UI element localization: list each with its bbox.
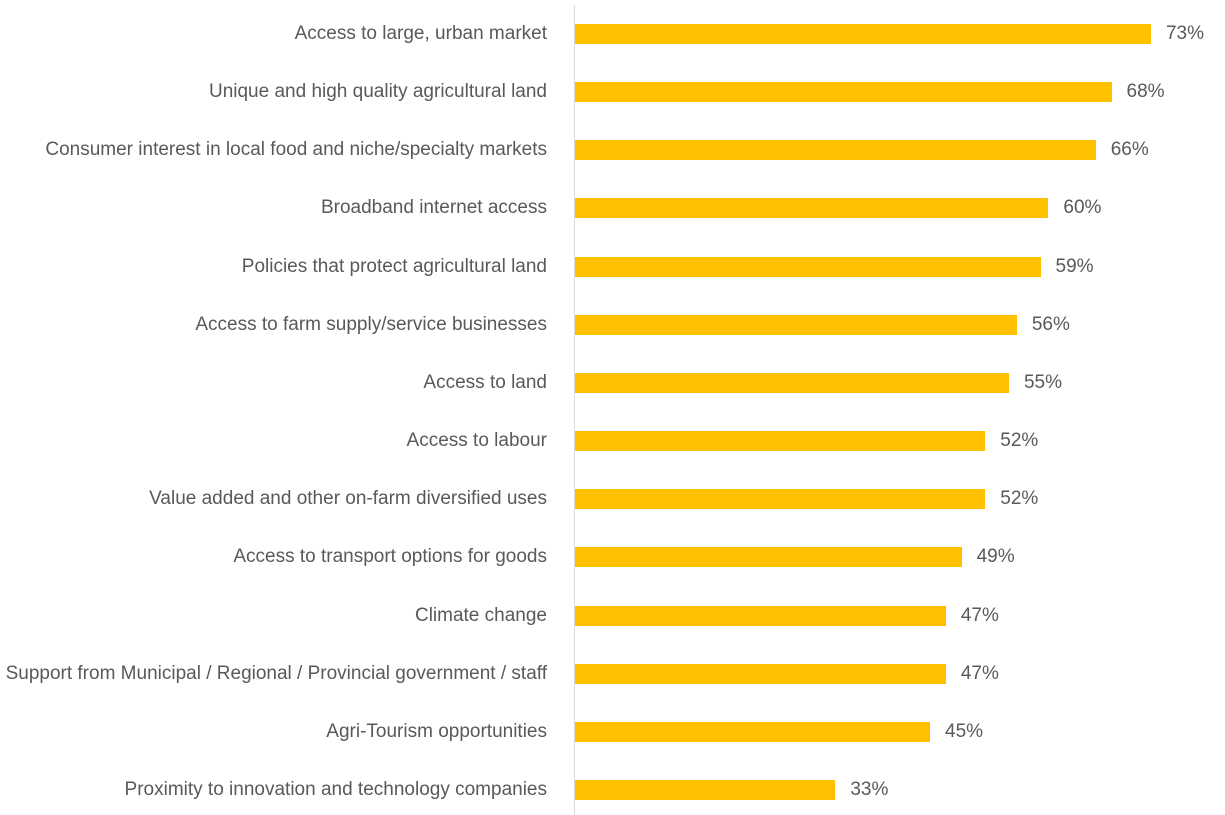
value-label: 47% <box>960 604 999 626</box>
value-label: 60% <box>1063 197 1102 219</box>
category-label: Access to large, urban market <box>294 23 547 44</box>
category-label: Broadband internet access <box>320 197 547 219</box>
category-label: Unique and high quality agricultural lan… <box>208 81 547 103</box>
bar <box>575 605 946 626</box>
value-label: 33% <box>850 778 889 800</box>
category-label: Access to land <box>423 371 547 393</box>
category-axis <box>574 5 575 815</box>
value-label: 55% <box>1023 371 1062 393</box>
bar <box>575 24 1151 44</box>
value-label: 66% <box>1110 139 1149 161</box>
bar <box>575 372 1009 393</box>
bar <box>575 547 962 568</box>
value-label: 52% <box>1000 430 1039 452</box>
bar <box>575 489 986 510</box>
bar <box>575 82 1112 103</box>
bar <box>575 431 986 452</box>
bar <box>575 779 836 800</box>
bar <box>575 314 1017 335</box>
bar <box>575 198 1049 219</box>
value-label: 56% <box>1031 313 1070 335</box>
category-label: Value added and other on-farm diversifie… <box>149 488 547 510</box>
category-label: Access to farm supply/service businesses <box>195 313 547 335</box>
category-label: Climate change <box>414 604 547 626</box>
category-label: Access to transport options for goods <box>233 546 547 568</box>
value-label: 47% <box>960 662 999 684</box>
value-label: 68% <box>1126 81 1165 103</box>
bar <box>575 256 1041 277</box>
category-label: Proximity to innovation and technology c… <box>124 778 547 800</box>
bar <box>575 663 946 684</box>
value-label: 52% <box>1000 488 1039 510</box>
value-label: 59% <box>1055 255 1094 277</box>
category-label: Agri-Tourism opportunities <box>326 720 547 742</box>
value-label: 45% <box>945 720 984 742</box>
value-label: 49% <box>976 546 1015 568</box>
bar <box>575 140 1096 161</box>
category-label: Consumer interest in local food and nich… <box>45 139 547 161</box>
category-label: Access to labour <box>406 430 547 452</box>
category-label: Support from Municipal / Regional / Prov… <box>5 662 547 684</box>
category-label: Policies that protect agricultural land <box>241 255 547 277</box>
bar <box>575 721 931 742</box>
value-label: 73% <box>1165 23 1204 44</box>
